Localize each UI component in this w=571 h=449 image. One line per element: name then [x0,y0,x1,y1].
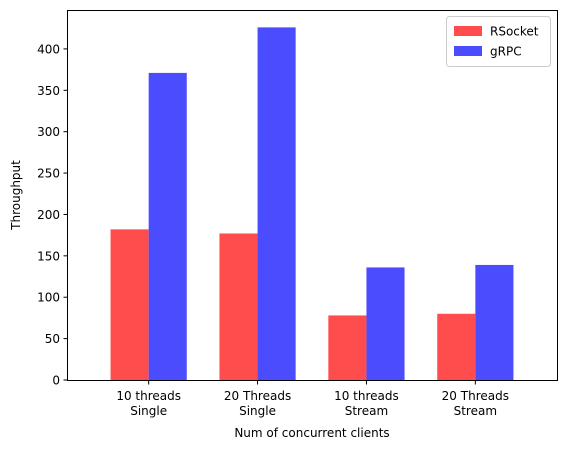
y-axis-ticks: 0 50 100 150 200 250 300 350 400 [37,42,68,388]
bar-grpc-3 [366,267,405,380]
y-tick-label: 400 [37,42,60,56]
x-tick-label: 10 threads Single [116,389,181,418]
x-tick-label: 20 Threads Stream [442,389,509,418]
bar-rsocket-4 [437,313,476,380]
x-tick-label: 10 threads Stream [334,389,399,418]
x-axis-ticks: 10 threads Single 20 Threads Single 10 threa… [116,380,509,418]
bar-grpc-2 [257,27,296,381]
plot-area-frame [67,10,558,381]
y-tick-label: 100 [37,291,60,305]
legend-swatch-grpc [454,46,482,56]
legend-label-rsocket: RSocket [490,25,539,39]
legend-label-grpc: gRPC [490,45,522,59]
bar-rsocket-3 [328,315,367,380]
legend: RSocket gRPC [446,16,551,67]
y-tick-label: 50 [45,332,60,346]
y-tick-label: 350 [37,84,60,98]
y-tick-label: 0 [52,374,60,388]
bar-rsocket-2 [219,233,258,380]
y-tick-label: 150 [37,249,60,263]
x-axis-label: Num of concurrent clients [234,426,389,440]
bar-grpc-4 [475,264,514,380]
x-tick-label: 20 Threads Single [224,389,291,418]
y-tick-label: 200 [37,208,60,222]
y-tick-label: 250 [37,167,60,181]
bar-rsocket-1 [110,229,149,380]
bar-grpc-1 [148,72,187,381]
bars-group [110,27,514,381]
legend-swatch-rsocket [454,26,482,36]
y-tick-label: 300 [37,125,60,139]
y-axis-label: Throughput [9,160,23,231]
